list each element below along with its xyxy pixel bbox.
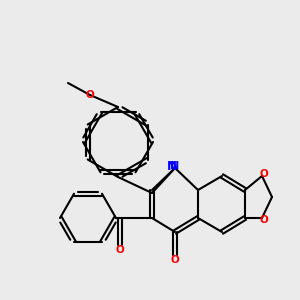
Text: O: O: [260, 169, 268, 179]
Text: O: O: [85, 90, 94, 100]
Text: O: O: [116, 245, 124, 255]
Text: N: N: [167, 160, 177, 172]
Text: N: N: [170, 161, 180, 171]
Text: O: O: [171, 255, 179, 265]
Text: O: O: [260, 215, 268, 225]
